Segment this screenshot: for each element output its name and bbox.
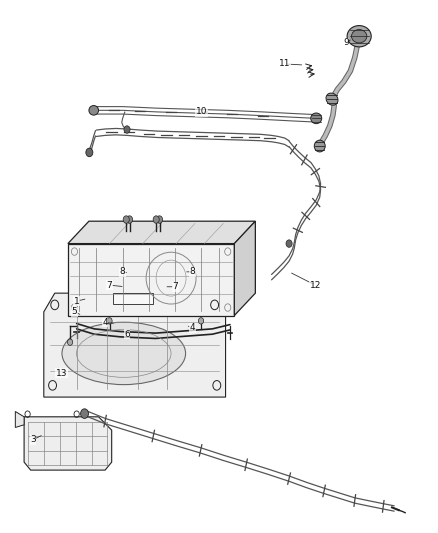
Polygon shape	[234, 221, 255, 316]
Text: 10: 10	[196, 108, 207, 116]
Text: 8: 8	[190, 268, 196, 276]
Text: 3: 3	[30, 435, 36, 444]
Circle shape	[86, 148, 93, 157]
Polygon shape	[44, 293, 226, 397]
Text: 4: 4	[190, 324, 195, 332]
Polygon shape	[68, 244, 234, 316]
Polygon shape	[113, 293, 153, 304]
Text: 11: 11	[279, 60, 290, 68]
Circle shape	[153, 216, 159, 223]
Text: 1: 1	[74, 297, 80, 305]
Polygon shape	[24, 417, 112, 470]
Ellipse shape	[311, 113, 321, 124]
Text: 7: 7	[172, 282, 178, 291]
Ellipse shape	[314, 140, 325, 152]
Circle shape	[127, 216, 133, 223]
Ellipse shape	[62, 322, 186, 385]
Circle shape	[124, 126, 130, 133]
Circle shape	[156, 216, 162, 223]
Text: 8: 8	[120, 268, 126, 276]
Ellipse shape	[326, 93, 338, 105]
Polygon shape	[68, 221, 255, 244]
Ellipse shape	[89, 106, 99, 115]
Circle shape	[107, 318, 112, 324]
Text: 12: 12	[310, 281, 321, 289]
Text: 5: 5	[71, 308, 78, 316]
Circle shape	[67, 339, 73, 345]
Ellipse shape	[351, 29, 367, 43]
Ellipse shape	[347, 26, 371, 47]
Text: 9: 9	[343, 38, 349, 47]
Circle shape	[123, 216, 129, 223]
Circle shape	[81, 409, 88, 418]
Text: 13: 13	[56, 369, 67, 377]
Text: 6: 6	[124, 330, 130, 338]
Text: 4: 4	[102, 318, 108, 327]
Circle shape	[286, 240, 292, 247]
Text: 7: 7	[106, 281, 113, 289]
Polygon shape	[15, 411, 24, 427]
Circle shape	[198, 318, 204, 324]
